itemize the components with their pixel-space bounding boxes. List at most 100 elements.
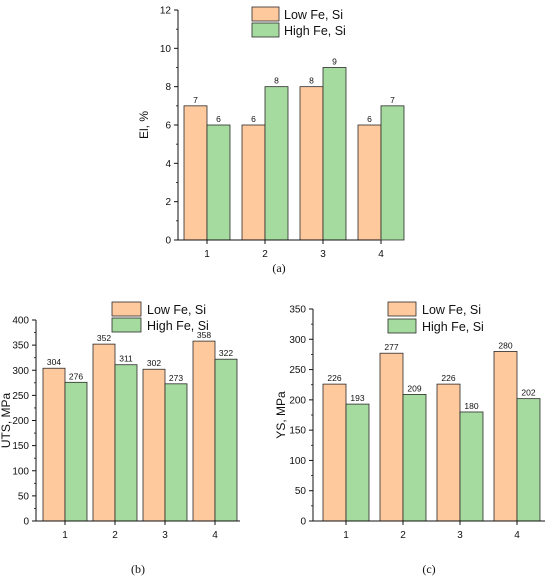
data-label-series-1-cat-2: 273 [169,373,183,383]
data-label-series-1-cat-1: 311 [119,354,133,364]
bar-series-1-cat-2 [459,411,484,522]
x-tick-label-1: 1 [343,530,349,541]
data-label-series-0-cat-0: 304 [47,357,61,367]
y-tick-label-400: 400 [12,316,29,327]
y-tick-label-100: 100 [289,456,306,467]
y-tick-label-350: 350 [289,305,306,316]
bar-series-1-cat-3 [380,105,405,241]
data-label-series-0-cat-0: 7 [193,95,198,105]
y-tick-label-0: 0 [165,236,171,247]
data-label-series-0-cat-1: 352 [97,333,111,343]
data-label-series-1-cat-0: 276 [69,371,83,381]
bar-series-1-cat-0 [345,403,370,522]
bar-series-1-cat-1 [264,86,289,241]
y-tick-label-8: 8 [165,82,171,93]
data-label-series-0-cat-2: 226 [441,373,455,383]
data-label-series-1-cat-2: 180 [464,401,478,411]
bar-series-0-cat-3 [192,340,216,522]
y-tick-label-300: 300 [289,335,306,346]
y-tick-label-200: 200 [289,395,306,406]
y-tick-label-350: 350 [12,341,29,352]
legend-swatch-0 [251,6,280,22]
legend-label-1: High Fe, Si [284,24,346,38]
legend-label-0: Low Fe, Si [422,303,481,317]
legend-label-0: Low Fe, Si [284,8,343,22]
y-tick-label-0: 0 [23,517,29,528]
y-tick-label-4: 4 [165,159,171,170]
y-axis-title: El, % [137,111,151,139]
data-label-series-0-cat-3: 280 [498,340,512,350]
y-tick-label-250: 250 [289,365,306,376]
bar-series-0-cat-0 [42,367,66,522]
legend-swatch-0 [111,301,142,317]
bar-series-1-cat-1 [402,394,427,522]
bar-series-0-cat-3 [493,350,518,522]
bar-series-0-cat-2 [142,368,166,522]
x-tick-label-4: 4 [212,530,218,541]
legend-swatch-1 [387,318,417,334]
bar-series-1-cat-0 [206,124,231,241]
legend-label-1: High Fe, Si [147,319,209,333]
data-label-series-1-cat-3: 7 [390,95,395,105]
data-label-series-0-cat-0: 226 [327,373,341,383]
legend-swatch-1 [111,317,142,333]
data-label-series-1-cat-0: 193 [350,393,364,403]
bar-series-1-cat-2 [322,67,347,241]
bar-series-1-cat-2 [164,383,188,522]
y-tick-label-200: 200 [12,416,29,427]
bar-series-0-cat-1 [92,343,116,522]
data-label-series-0-cat-3: 358 [197,330,211,340]
y-tick-label-50: 50 [18,491,30,502]
y-tick-label-10: 10 [160,44,172,55]
data-label-series-0-cat-1: 6 [251,114,256,124]
data-label-series-1-cat-1: 209 [407,383,421,393]
bar-series-0-cat-1 [379,352,404,522]
y-tick-label-2: 2 [165,197,171,208]
bar-series-1-cat-0 [64,381,88,522]
x-tick-label-2: 2 [112,530,118,541]
y-tick-label-300: 300 [12,366,29,377]
y-tick-label-0: 0 [300,517,306,528]
chart-uts: 304 276 1 352 311 2 302 273 3 358 322 4 0 50 100 150 200… [0,301,240,576]
x-tick-label-4: 4 [378,249,384,260]
y-axis-title: UTS, MPa [0,393,13,449]
data-label-series-0-cat-2: 8 [309,76,314,86]
x-tick-label-1: 1 [62,530,68,541]
bar-series-0-cat-1 [241,124,266,241]
x-tick-label-2: 2 [400,530,406,541]
x-tick-label-3: 3 [320,249,326,260]
chart-elongation: 7 6 1 6 8 2 8 9 3 6 7 4 0 2 4 6 8 10 12 El, % Low Fe, Si High… [137,6,405,275]
x-tick-label-4: 4 [514,530,520,541]
y-axis-title: YS, MPa [274,391,288,439]
bar-series-0-cat-2 [436,383,461,522]
data-label-series-1-cat-1: 8 [274,76,279,86]
legend-swatch-0 [387,301,417,317]
panel-caption: (a) [272,261,285,275]
x-tick-label-3: 3 [162,530,168,541]
data-label-series-1-cat-3: 202 [521,388,535,398]
data-label-series-0-cat-3: 6 [367,114,372,124]
bar-series-1-cat-1 [114,364,138,522]
bar-series-0-cat-2 [299,86,324,241]
bar-series-1-cat-3 [214,358,238,522]
data-label-series-0-cat-1: 277 [384,342,398,352]
data-label-series-1-cat-2: 9 [332,57,337,67]
legend-swatch-1 [251,22,280,38]
y-tick-label-150: 150 [289,426,306,437]
x-tick-label-3: 3 [457,530,463,541]
panel-caption: (c) [422,562,435,576]
data-label-series-1-cat-3: 322 [219,348,233,358]
bar-series-0-cat-0 [322,383,347,522]
y-tick-label-150: 150 [12,441,29,452]
y-tick-label-50: 50 [295,486,307,497]
y-tick-label-250: 250 [12,391,29,402]
y-tick-label-12: 12 [160,6,172,17]
legend-label-1: High Fe, Si [422,320,484,334]
bar-series-0-cat-0 [183,105,208,241]
bar-series-1-cat-3 [516,398,541,522]
y-tick-label-6: 6 [165,121,171,132]
chart-ys: 226 193 1 277 209 2 226 180 3 280 202 4 0 50 100 150 200… [274,301,545,576]
data-label-series-1-cat-0: 6 [216,114,221,124]
y-tick-label-100: 100 [12,466,29,477]
